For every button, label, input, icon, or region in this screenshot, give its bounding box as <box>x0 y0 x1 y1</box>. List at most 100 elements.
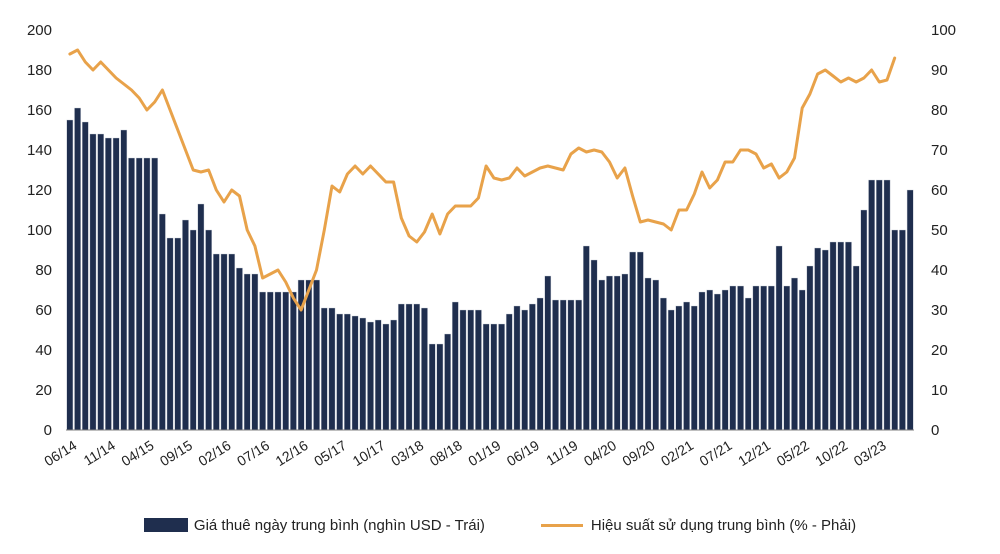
x-tick-label: 08/18 <box>427 437 465 469</box>
bar <box>282 291 289 431</box>
bar <box>829 241 837 431</box>
bar <box>860 209 868 431</box>
y-right-tick-label: 10 <box>931 382 948 399</box>
legend-label-line: Hiệu suất sử dụng trung bình (% - Phải) <box>590 516 857 534</box>
bar <box>97 133 104 431</box>
bar <box>559 299 567 431</box>
bar <box>791 277 798 431</box>
bar <box>675 305 683 431</box>
x-tick-label: 01/19 <box>465 437 503 469</box>
bar <box>398 303 405 431</box>
bar <box>806 265 814 431</box>
line-series <box>68 48 897 312</box>
y-right-tick-label: 30 <box>931 302 948 319</box>
y-axis-left: 0 20 40 60 80 100 120 140 160 180 200 <box>27 22 52 439</box>
bar <box>313 279 320 431</box>
y-right-tick-label: 70 <box>931 142 948 159</box>
y-right-tick-label: 100 <box>931 22 956 39</box>
y-right-tick-label: 80 <box>931 102 948 119</box>
bar <box>274 291 282 431</box>
x-tick-label: 04/15 <box>118 437 156 469</box>
y-right-tick-label: 20 <box>931 342 948 359</box>
x-tick-label: 03/23 <box>851 437 889 469</box>
y-left-tick-label: 0 <box>44 422 52 439</box>
bar <box>220 253 228 431</box>
bar <box>336 313 343 431</box>
bar <box>290 291 297 431</box>
bar <box>382 323 390 431</box>
bar <box>452 301 459 431</box>
bar <box>899 229 906 431</box>
bar <box>598 279 606 431</box>
bar <box>536 297 544 431</box>
bar <box>444 333 451 431</box>
x-tick-label: 10/17 <box>350 437 388 469</box>
bar <box>251 273 259 431</box>
bar <box>205 229 212 431</box>
bar <box>606 275 613 431</box>
bar <box>120 129 128 431</box>
bar <box>182 219 189 431</box>
bar <box>837 241 845 431</box>
bar <box>590 259 598 431</box>
x-tick-label: 05/17 <box>311 437 349 469</box>
bar <box>721 289 729 431</box>
bar <box>505 313 513 431</box>
bar <box>197 203 205 431</box>
bar <box>359 317 367 431</box>
bar <box>883 179 891 431</box>
bar <box>498 323 505 431</box>
bar <box>320 307 328 431</box>
y-left-tick-label: 140 <box>27 142 52 159</box>
bar <box>629 251 636 431</box>
bar <box>428 343 436 431</box>
bar <box>112 137 120 431</box>
bar <box>583 245 590 431</box>
bar <box>243 273 251 431</box>
bar <box>66 119 74 431</box>
bar <box>305 279 313 431</box>
bar <box>351 315 359 431</box>
bar <box>344 313 351 431</box>
legend-item-bar: Giá thuê ngày trung bình (nghìn USD - Tr… <box>143 517 485 534</box>
legend-item-line: Hiệu suất sử dụng trung bình (% - Phải) <box>540 516 857 534</box>
bar <box>706 289 713 431</box>
bar <box>459 309 467 431</box>
bar <box>737 285 744 431</box>
bar <box>798 289 806 431</box>
y-right-tick-label: 0 <box>931 422 939 439</box>
bar <box>544 275 552 431</box>
bar <box>128 157 135 431</box>
bar <box>421 307 428 431</box>
bar <box>852 265 860 431</box>
bar <box>660 297 667 431</box>
bar <box>698 291 706 431</box>
y-right-tick-label: 60 <box>931 182 948 199</box>
x-tick-label: 06/14 <box>41 437 79 469</box>
bar <box>760 285 767 431</box>
bar <box>529 303 536 431</box>
bar <box>74 107 81 431</box>
x-tick-label: 07/21 <box>697 437 735 469</box>
bar <box>575 299 582 431</box>
bar <box>374 319 382 431</box>
y-axis-right: 0 10 20 30 40 50 60 70 80 90 100 <box>931 22 956 439</box>
bar <box>166 237 174 431</box>
bar <box>552 299 559 431</box>
bar <box>729 285 737 431</box>
bar <box>845 241 852 431</box>
bar <box>691 305 698 431</box>
bar <box>390 319 397 431</box>
y-left-tick-label: 80 <box>35 262 52 279</box>
bar <box>621 273 629 431</box>
bar <box>567 299 575 431</box>
legend-swatch-line <box>540 523 583 527</box>
bar <box>775 245 783 431</box>
bar <box>367 321 374 431</box>
bar <box>159 213 166 431</box>
bar <box>891 229 899 431</box>
bar <box>714 293 721 431</box>
y-left-tick-label: 200 <box>27 22 52 39</box>
chart: 0 20 40 60 80 100 120 140 160 180 200 0 10 20 30 40 50 6… <box>27 22 956 469</box>
bar <box>521 309 528 431</box>
